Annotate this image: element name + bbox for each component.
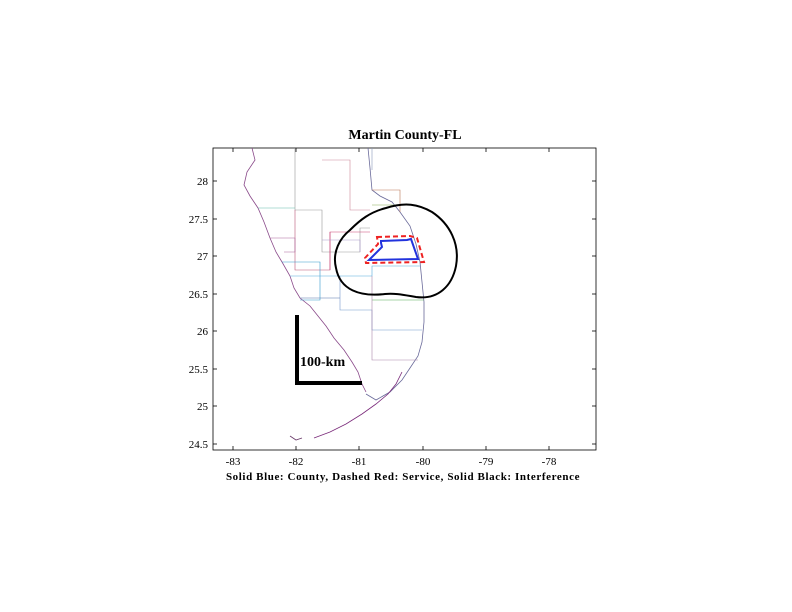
y-tick-label: 26 xyxy=(197,326,209,338)
x-tick-labels: -83 -82 -81 -80 -79 -78 xyxy=(226,456,557,468)
plot-frame xyxy=(212,147,597,451)
map-caption: Solid Blue: County, Dashed Red: Service,… xyxy=(226,471,580,483)
x-tick-label: -78 xyxy=(542,456,557,468)
county-boundaries xyxy=(258,148,424,361)
y-tick-label: 24.5 xyxy=(189,439,209,451)
y-tick-label: 26.5 xyxy=(189,289,209,301)
map-title: Martin County-FL xyxy=(348,128,461,143)
florida-coastline xyxy=(243,147,425,441)
y-tick-label: 25.5 xyxy=(189,364,209,376)
y-tick-label: 28 xyxy=(197,176,209,188)
x-tick-label: -79 xyxy=(479,456,494,468)
county-outline xyxy=(366,237,420,262)
scale-bar-label: 100-km xyxy=(300,355,345,370)
y-tick-label: 25 xyxy=(197,401,209,413)
x-tick-label: -82 xyxy=(289,456,304,468)
x-tick-label: -81 xyxy=(352,456,367,468)
scale-bar xyxy=(295,315,362,385)
service-contour xyxy=(363,234,426,265)
x-tick-label: -83 xyxy=(226,456,241,468)
y-tick-labels: 28 27.5 27 26.5 26 25.5 25 24.5 xyxy=(189,176,209,451)
y-axis xyxy=(213,180,596,445)
x-tick-label: -80 xyxy=(416,456,431,468)
x-axis xyxy=(232,148,550,450)
y-tick-label: 27.5 xyxy=(189,214,209,226)
y-tick-label: 27 xyxy=(197,251,209,263)
interference-contour xyxy=(334,203,458,299)
